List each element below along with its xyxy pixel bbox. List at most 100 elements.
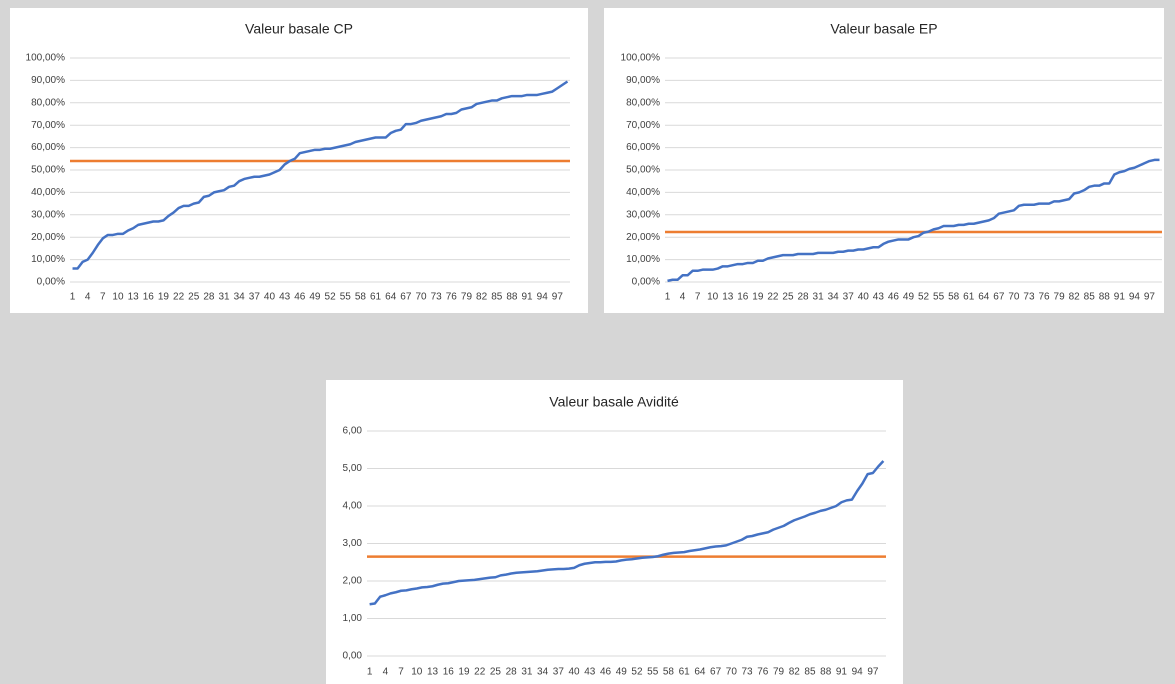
x-tick-label: 64 <box>978 292 990 303</box>
x-tick-label: 4 <box>680 292 686 303</box>
x-tick-label: 58 <box>948 292 960 303</box>
y-tick-label: 40,00% <box>31 187 65 198</box>
x-tick-label: 70 <box>726 667 738 678</box>
x-tick-label: 1 <box>70 292 76 303</box>
x-tick-label: 4 <box>85 292 91 303</box>
x-tick-label: 13 <box>427 667 439 678</box>
x-tick-label: 37 <box>249 292 261 303</box>
x-tick-label: 67 <box>993 292 1005 303</box>
x-tick-label: 52 <box>325 292 337 303</box>
x-tick-label: 61 <box>679 667 691 678</box>
x-tick-label: 52 <box>631 667 643 678</box>
x-tick-label: 25 <box>782 292 794 303</box>
x-tick-label: 76 <box>1038 292 1050 303</box>
y-tick-label: 60,00% <box>31 142 65 153</box>
x-tick-label: 82 <box>789 667 801 678</box>
x-tick-label: 25 <box>490 667 502 678</box>
x-tick-label: 10 <box>112 292 124 303</box>
chart-title: Valeur basale CP <box>245 21 353 37</box>
x-tick-label: 34 <box>537 667 549 678</box>
x-tick-label: 85 <box>804 667 816 678</box>
x-tick-label: 55 <box>647 667 659 678</box>
x-tick-label: 34 <box>828 292 840 303</box>
x-tick-label: 37 <box>843 292 855 303</box>
x-tick-label: 34 <box>234 292 246 303</box>
x-tick-label: 40 <box>569 667 581 678</box>
x-tick-label: 49 <box>309 292 321 303</box>
y-tick-label: 2,00 <box>343 576 363 587</box>
x-tick-label: 76 <box>757 667 769 678</box>
y-tick-label: 50,00% <box>626 165 660 176</box>
y-tick-label: 90,00% <box>31 75 65 86</box>
chart-panel <box>604 8 1164 313</box>
y-tick-label: 30,00% <box>626 209 660 220</box>
x-tick-label: 67 <box>400 292 412 303</box>
y-tick-label: 0,00% <box>37 277 65 288</box>
x-tick-label: 73 <box>431 292 443 303</box>
x-tick-label: 43 <box>279 292 291 303</box>
x-tick-label: 94 <box>852 667 864 678</box>
x-tick-label: 91 <box>522 292 534 303</box>
x-tick-label: 43 <box>584 667 596 678</box>
y-tick-label: 40,00% <box>626 187 660 198</box>
x-tick-label: 1 <box>665 292 671 303</box>
x-tick-label: 16 <box>737 292 749 303</box>
x-tick-label: 31 <box>813 292 825 303</box>
x-tick-label: 40 <box>858 292 870 303</box>
x-tick-label: 52 <box>918 292 930 303</box>
x-tick-label: 97 <box>867 667 879 678</box>
x-tick-label: 31 <box>218 292 230 303</box>
y-tick-label: 70,00% <box>626 120 660 131</box>
x-tick-label: 91 <box>836 667 848 678</box>
x-tick-label: 61 <box>963 292 975 303</box>
chart-title: Valeur basale EP <box>830 21 937 37</box>
x-tick-label: 88 <box>820 667 832 678</box>
x-tick-label: 73 <box>742 667 754 678</box>
x-tick-label: 16 <box>443 667 455 678</box>
x-tick-label: 79 <box>1054 292 1066 303</box>
x-tick-label: 28 <box>203 292 215 303</box>
x-tick-label: 22 <box>474 667 486 678</box>
y-tick-label: 20,00% <box>31 232 65 243</box>
x-tick-label: 7 <box>695 292 701 303</box>
x-tick-label: 22 <box>173 292 185 303</box>
y-tick-label: 50,00% <box>31 165 65 176</box>
x-tick-label: 49 <box>616 667 628 678</box>
x-tick-label: 31 <box>521 667 533 678</box>
y-tick-label: 4,00 <box>343 501 363 512</box>
y-tick-label: 10,00% <box>31 254 65 265</box>
x-tick-label: 16 <box>143 292 155 303</box>
x-tick-label: 61 <box>370 292 382 303</box>
y-tick-label: 0,00% <box>632 277 660 288</box>
data-line <box>72 80 569 270</box>
x-tick-label: 10 <box>707 292 719 303</box>
x-tick-label: 28 <box>797 292 809 303</box>
data-line <box>667 158 1160 283</box>
x-tick-label: 70 <box>1008 292 1020 303</box>
x-tick-label: 97 <box>552 292 564 303</box>
x-tick-label: 7 <box>398 667 404 678</box>
x-tick-label: 37 <box>553 667 565 678</box>
x-tick-label: 58 <box>355 292 367 303</box>
y-tick-label: 70,00% <box>31 120 65 131</box>
x-tick-label: 55 <box>340 292 352 303</box>
x-tick-label: 82 <box>1069 292 1081 303</box>
y-tick-label: 0,00 <box>343 651 363 662</box>
x-tick-label: 91 <box>1114 292 1126 303</box>
x-tick-label: 97 <box>1144 292 1156 303</box>
y-tick-label: 3,00 <box>343 538 363 549</box>
x-tick-label: 43 <box>873 292 885 303</box>
x-tick-label: 85 <box>491 292 503 303</box>
x-tick-label: 64 <box>385 292 397 303</box>
x-tick-label: 22 <box>767 292 779 303</box>
x-tick-label: 70 <box>415 292 427 303</box>
x-tick-label: 46 <box>888 292 900 303</box>
x-tick-label: 46 <box>600 667 612 678</box>
y-tick-label: 90,00% <box>626 75 660 86</box>
chart-title: Valeur basale Avidité <box>549 394 679 410</box>
x-tick-label: 28 <box>506 667 518 678</box>
x-tick-label: 40 <box>264 292 276 303</box>
x-tick-label: 25 <box>188 292 200 303</box>
x-tick-label: 46 <box>294 292 306 303</box>
